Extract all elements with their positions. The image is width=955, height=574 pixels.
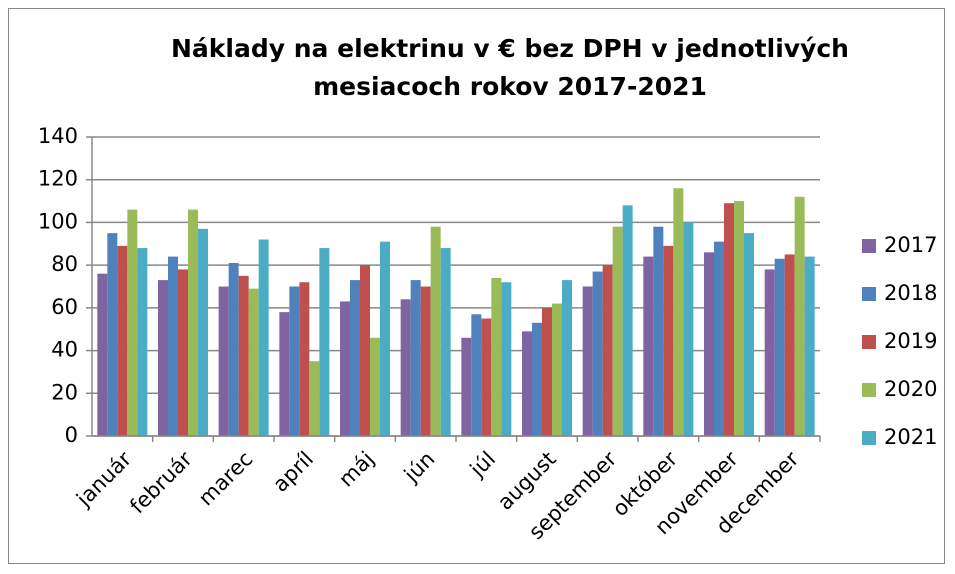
legend-label: 2021 [884,425,937,449]
y-tick-label: 40 [51,338,78,362]
legend-swatch [862,239,876,253]
bar [562,280,572,436]
legend-label: 2020 [884,377,937,401]
bar [188,209,198,436]
chart-title: Náklady na elektrinu v € bez DPH v jedno… [171,34,849,101]
legend-swatch [862,335,876,349]
bar [198,228,208,436]
bar [370,337,380,436]
bar [724,203,734,436]
bar [158,280,168,436]
x-tick-label: marec [194,447,258,511]
bar [279,312,290,436]
bar [319,248,330,436]
chart-frame [8,8,945,564]
bar [360,265,370,436]
bar [592,271,603,436]
y-tick-label: 140 [38,124,78,148]
bar [542,307,552,436]
bar [552,303,562,436]
bar [663,245,674,436]
y-tick-label: 120 [38,167,78,191]
bar [127,209,138,436]
bar [117,245,128,436]
bar [340,301,350,436]
bar [178,269,188,436]
bar [522,331,532,436]
bar [491,277,502,436]
bar [440,248,451,436]
bar [622,205,633,436]
y-tick-label: 100 [38,209,78,233]
bar [714,241,724,436]
bar [238,275,249,436]
bar [380,241,390,436]
bar [289,286,300,436]
bar [804,256,815,436]
y-tick-label: 0 [65,423,78,447]
bar [653,226,664,436]
bar [532,322,542,436]
bar [794,196,805,436]
bar [248,288,259,436]
bar [400,299,411,436]
legend-swatch [862,431,876,445]
y-tick-label: 80 [51,252,78,276]
bar [350,280,360,436]
bar [430,226,441,436]
legend-label: 2019 [884,329,937,353]
legend-swatch [862,287,876,301]
bar [673,188,684,436]
bar [774,258,785,436]
x-tick-label: júl [465,447,500,482]
bar [299,282,310,436]
x-tick-label: apríl [268,447,318,497]
y-tick-label: 60 [51,295,78,319]
y-tick-label: 20 [51,380,78,404]
bar [481,318,492,436]
bar [258,239,269,436]
bar [643,256,654,436]
bar [582,286,593,436]
bar [420,286,431,436]
bar [734,201,744,436]
bar [107,233,118,436]
bar [704,252,714,436]
bar [784,254,795,436]
x-tick-label: jún [399,447,440,488]
bar [612,226,623,436]
bar [501,282,512,436]
bar [228,263,239,436]
bar [602,265,613,436]
bar [683,222,694,436]
bar [764,269,775,436]
x-tick-label: február [125,447,197,519]
bar [218,286,229,436]
x-tick-label: máj [334,447,379,492]
bar [410,280,421,436]
bar [137,248,148,436]
bar [97,273,108,436]
bar [309,361,320,436]
bar [744,233,754,436]
legend-label: 2017 [884,233,937,257]
bar [471,314,482,436]
legend-swatch [862,383,876,397]
bar [461,337,472,436]
bar [168,256,178,436]
legend-label: 2018 [884,281,937,305]
